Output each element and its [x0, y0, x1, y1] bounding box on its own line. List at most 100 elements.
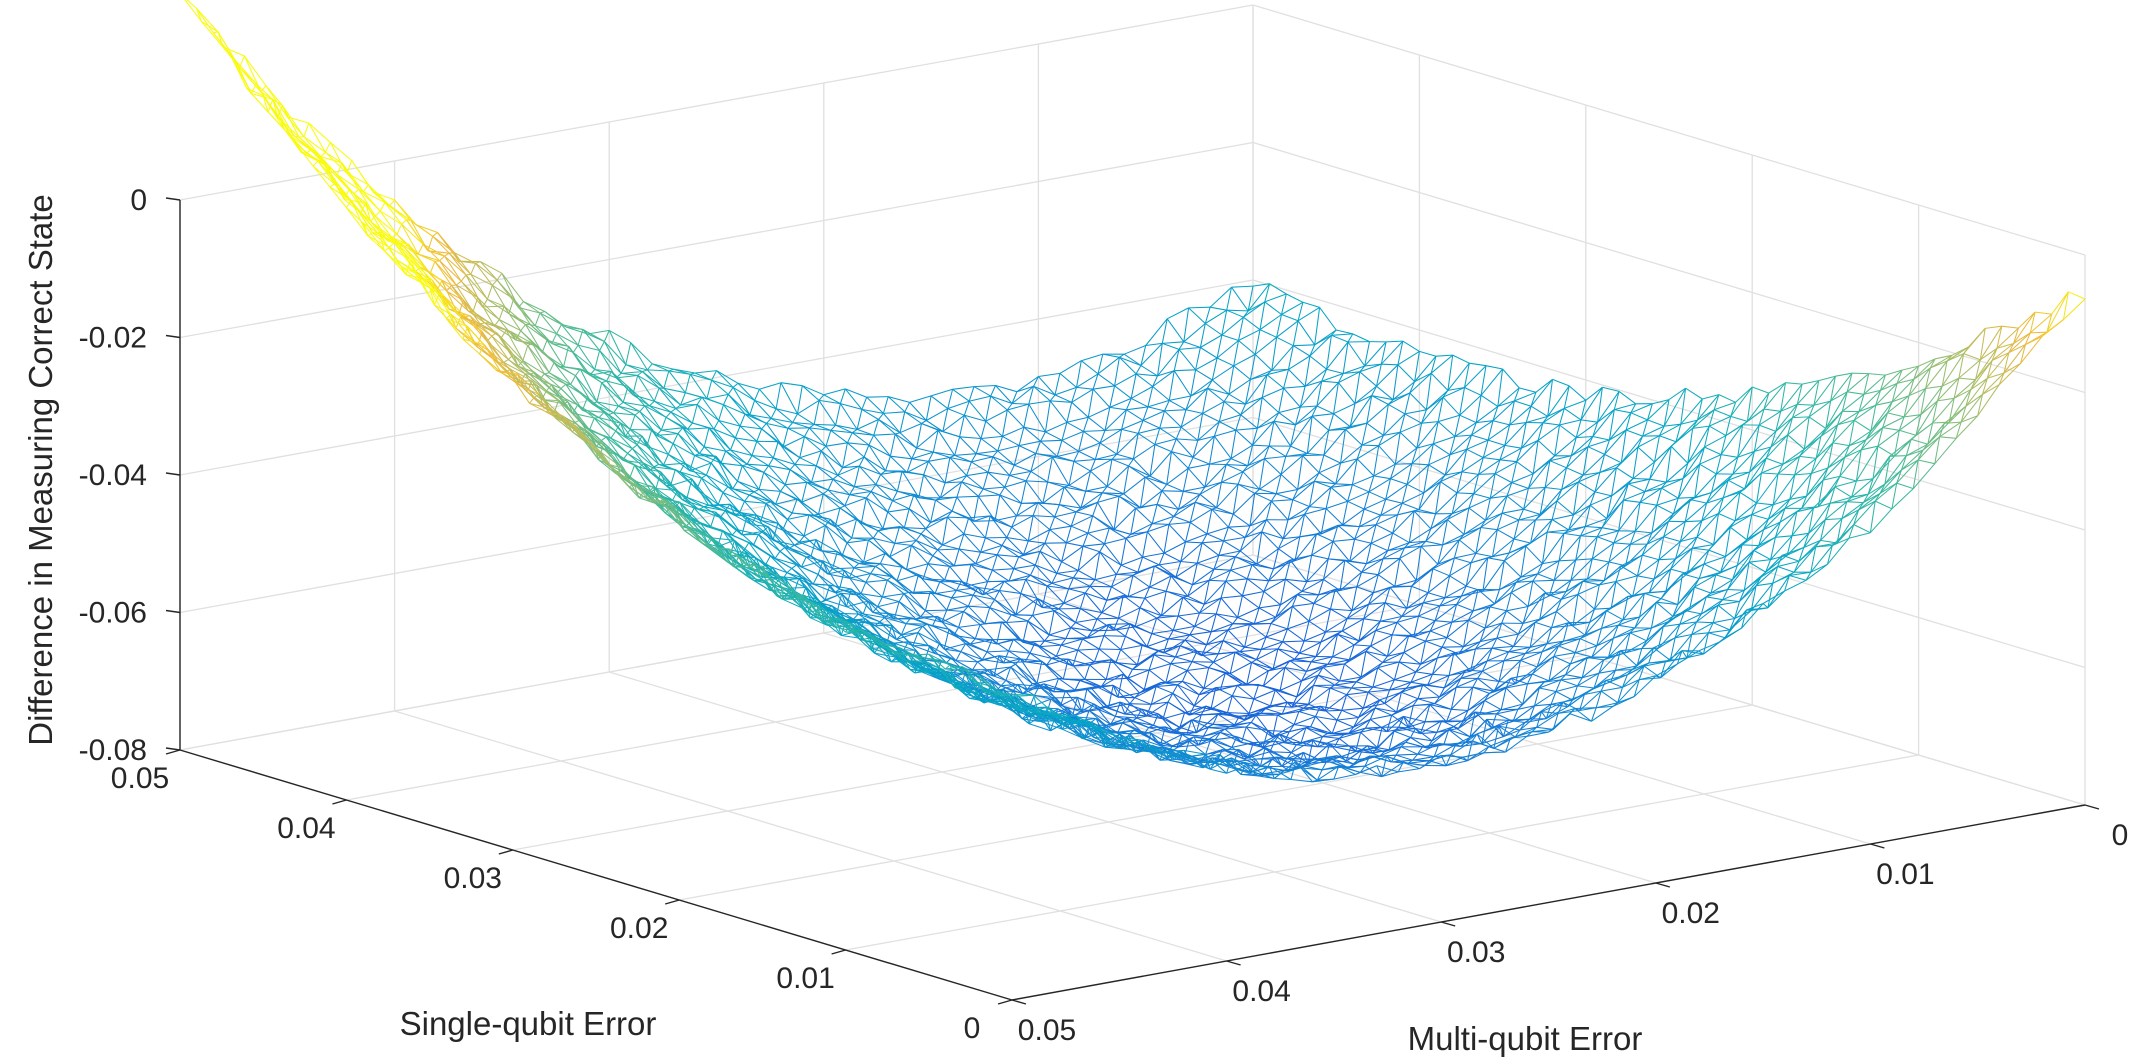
mesh-edge	[1656, 487, 1663, 506]
mesh-edge	[1505, 735, 1528, 753]
mesh-edge	[1694, 464, 1701, 498]
mesh-edge	[1178, 346, 1201, 350]
mesh-edge	[1478, 459, 1501, 475]
mesh-edge	[1998, 363, 2021, 386]
mesh-edge	[1390, 478, 1408, 485]
mesh-edge	[1772, 566, 1779, 584]
mesh-edge	[1288, 355, 1311, 370]
mesh-edge	[1277, 641, 1284, 650]
mesh-edge	[1427, 568, 1434, 593]
mesh-edge	[1001, 621, 1019, 640]
mesh-edge	[1406, 483, 1425, 494]
mesh-edge	[1515, 673, 1533, 685]
mesh-edge	[1529, 643, 1547, 648]
mesh-edge	[1236, 685, 1255, 700]
mesh-edge	[782, 428, 789, 448]
mesh-edge	[1161, 490, 1184, 492]
mesh-edge	[1630, 532, 1653, 545]
mesh-edge	[1709, 425, 1727, 437]
mesh-edge	[1533, 687, 1540, 706]
mesh-edge	[1492, 538, 1515, 558]
mesh-edge	[987, 456, 994, 473]
mesh-edge	[1446, 709, 1452, 722]
mesh-edge	[1440, 481, 1458, 494]
mesh-edge	[1152, 375, 1158, 387]
mesh-edge	[1089, 579, 1096, 587]
mesh-edge	[1155, 682, 1162, 687]
mesh-edge	[1477, 677, 1500, 683]
mesh-edge	[1271, 500, 1289, 521]
mesh-edge	[1589, 610, 1607, 623]
mesh-edge	[1179, 712, 1186, 728]
mesh-edge	[1799, 435, 1822, 457]
mesh-edge	[942, 544, 960, 550]
mesh-edge	[1065, 637, 1083, 640]
mesh-edge	[1509, 400, 1515, 426]
mesh-edge	[653, 387, 660, 402]
mesh-edge	[1318, 454, 1325, 473]
mesh-edge	[849, 577, 866, 583]
mesh-edge	[860, 581, 867, 594]
mesh-edge	[1608, 412, 1632, 441]
mesh-edge	[1256, 531, 1263, 565]
mesh-edge	[1596, 702, 1618, 709]
mesh-edge	[1044, 640, 1062, 646]
mesh-edge	[944, 643, 966, 650]
mesh-edge	[1244, 531, 1262, 538]
mesh-edge	[1044, 529, 1051, 544]
mesh-edge	[963, 533, 986, 539]
mesh-edge	[1006, 403, 1013, 411]
mesh-edge	[620, 364, 627, 374]
mesh-edge	[1034, 642, 1052, 659]
mesh-edge	[1472, 678, 1479, 688]
mesh-edge	[903, 593, 921, 618]
mesh-edge	[1225, 569, 1232, 582]
mesh-edge	[1569, 652, 1576, 665]
mesh-edge	[1756, 502, 1774, 506]
mesh-edge	[1249, 493, 1256, 526]
mesh-edge	[651, 363, 670, 372]
mesh-edge	[973, 515, 991, 522]
mesh-edge	[1073, 577, 1091, 587]
mesh-edge	[1050, 400, 1072, 403]
mesh-edge	[1101, 673, 1124, 688]
mesh-edge	[1360, 651, 1367, 678]
mesh-edge	[1223, 640, 1245, 648]
mesh-edge	[844, 388, 863, 410]
mesh-edge	[1458, 527, 1481, 541]
mesh-edge	[1037, 598, 1043, 608]
mesh-edge	[1610, 581, 1617, 609]
mesh-edge	[1715, 565, 1738, 576]
mesh-edge	[1732, 565, 1738, 580]
mesh-edge	[1066, 421, 1084, 432]
mesh-edge	[1063, 592, 1086, 604]
mesh-edge	[1498, 725, 1516, 738]
mesh-edge	[1219, 421, 1237, 431]
mesh-edge	[878, 419, 901, 434]
mesh-edge	[1230, 458, 1248, 467]
mesh-edge	[725, 450, 748, 465]
mesh-edge	[1632, 447, 1639, 479]
mesh-edge	[1908, 367, 1931, 397]
mesh-edge	[804, 436, 827, 447]
mesh-edge	[1901, 455, 1907, 471]
mesh-edge	[1436, 720, 1443, 733]
mesh-edge	[1381, 761, 1404, 778]
mesh-edge	[1660, 573, 1683, 599]
mesh-edge	[1986, 352, 2010, 379]
mesh-edge	[1793, 546, 1817, 573]
mesh-edge	[1325, 487, 1332, 509]
mesh-edge	[1841, 501, 1848, 519]
mesh-edge	[1644, 590, 1666, 594]
mesh-edge	[1401, 608, 1408, 617]
mesh-edge	[1019, 658, 1038, 684]
mesh-edge	[974, 624, 981, 639]
mesh-edge	[1696, 536, 1714, 545]
mesh-edge	[1724, 609, 1747, 639]
mesh-edge	[1491, 529, 1498, 557]
mesh-edge	[1097, 502, 1115, 530]
mesh-edge	[1538, 681, 1545, 689]
mesh-edge	[1849, 430, 1872, 447]
mesh-edge	[1091, 618, 1098, 631]
mesh-edge	[1545, 701, 1564, 719]
